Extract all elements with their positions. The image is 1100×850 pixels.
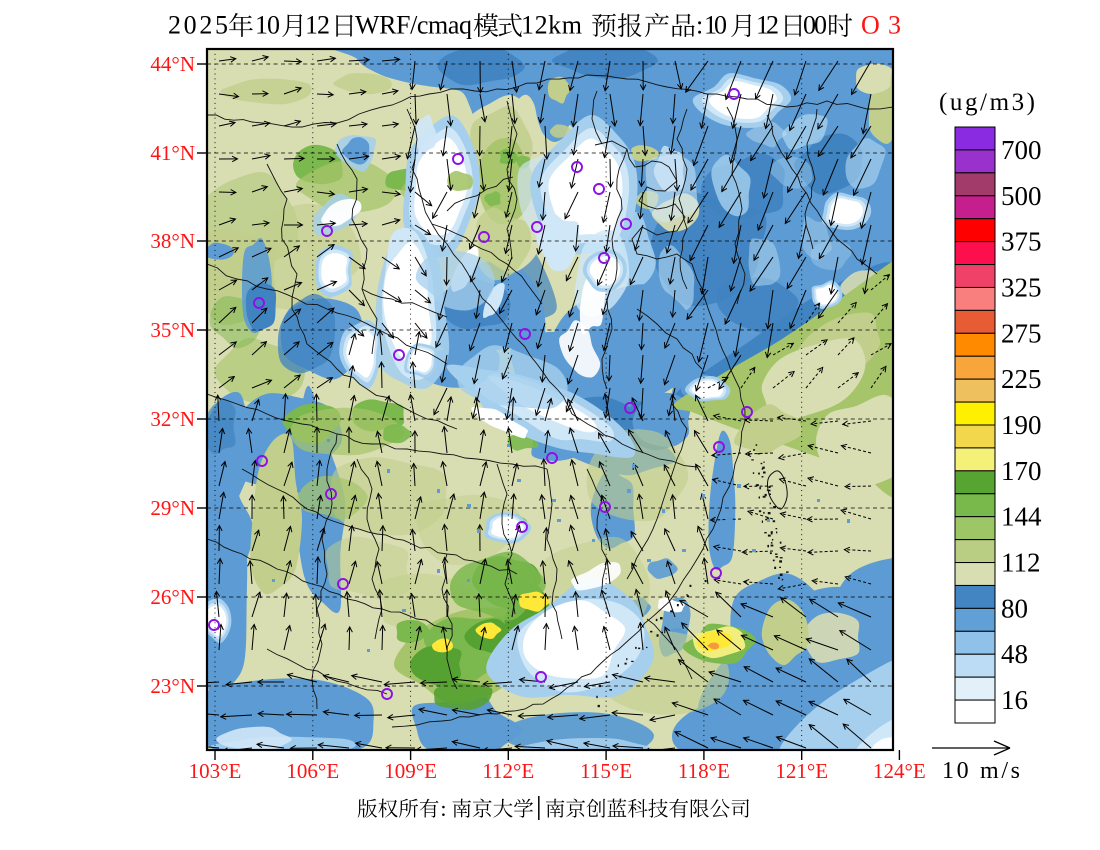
- svg-text:225: 225: [1001, 364, 1042, 394]
- svg-text:WRF/cmaq: WRF/cmaq: [355, 11, 472, 40]
- svg-text::: :: [696, 11, 703, 40]
- svg-text:500: 500: [1001, 181, 1042, 211]
- svg-text:109°E: 109°E: [384, 759, 437, 783]
- svg-text:35°N: 35°N: [150, 318, 195, 342]
- svg-text:118°E: 118°E: [678, 759, 730, 783]
- svg-text:170: 170: [1001, 456, 1042, 486]
- svg-text:23°N: 23°N: [150, 674, 195, 698]
- svg-text:00: 00: [803, 11, 827, 40]
- svg-text:144: 144: [1001, 502, 1042, 532]
- svg-text:275: 275: [1001, 318, 1042, 348]
- svg-text:12: 12: [305, 11, 330, 40]
- svg-text:124°E: 124°E: [873, 759, 926, 783]
- svg-text:10: 10: [704, 11, 727, 40]
- svg-text:325: 325: [1001, 273, 1042, 303]
- svg-text:12km: 12km: [521, 11, 582, 40]
- svg-text:700: 700: [1001, 135, 1042, 165]
- svg-text:41°N: 41°N: [150, 141, 195, 165]
- svg-text:80: 80: [1001, 593, 1028, 623]
- svg-text:106°E: 106°E: [286, 759, 339, 783]
- svg-text::: :: [440, 796, 446, 821]
- svg-text:32°N: 32°N: [150, 407, 195, 431]
- svg-text:12: 12: [756, 11, 779, 40]
- svg-text:121°E: 121°E: [775, 759, 828, 783]
- svg-text:26°N: 26°N: [150, 585, 195, 609]
- svg-text:112: 112: [1001, 548, 1041, 578]
- svg-text:103°E: 103°E: [189, 759, 242, 783]
- svg-text:190: 190: [1001, 410, 1042, 440]
- svg-text:48: 48: [1001, 639, 1028, 669]
- svg-text:29°N: 29°N: [150, 496, 195, 520]
- svg-text:38°N: 38°N: [150, 229, 195, 253]
- svg-text:10: 10: [255, 11, 280, 40]
- svg-text:112°E: 112°E: [482, 759, 534, 783]
- svg-text:44°N: 44°N: [150, 52, 195, 76]
- svg-text:375: 375: [1001, 227, 1042, 257]
- svg-text:16: 16: [1001, 685, 1028, 715]
- svg-text:115°E: 115°E: [580, 759, 632, 783]
